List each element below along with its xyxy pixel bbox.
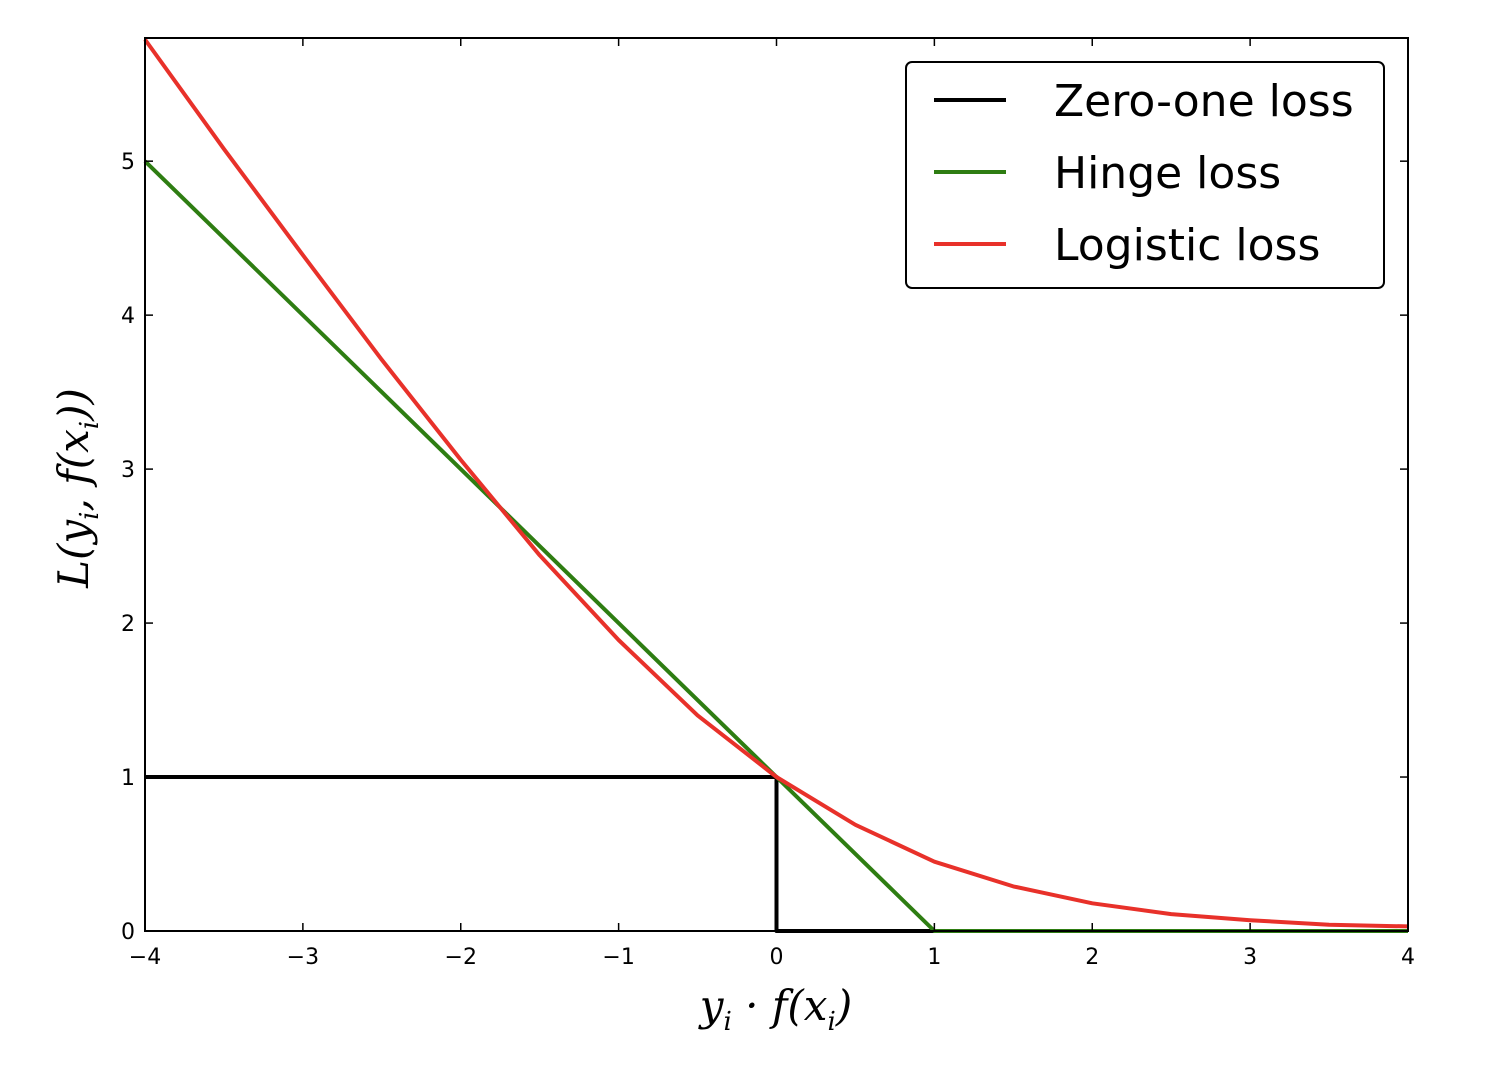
ticks-layer: −4 −3 −2 −1 0 1 2 3 4 0 1 2 3 4 5 — [121, 38, 1415, 970]
legend-box — [905, 61, 1385, 289]
y-tick-label: 3 — [121, 458, 135, 483]
y-tick-label: 0 — [121, 920, 135, 945]
x-tick-label: 0 — [770, 945, 784, 970]
x-tick-label: −4 — [129, 945, 161, 970]
y-tick-label: 4 — [121, 304, 135, 329]
x-tick-label: 1 — [927, 945, 941, 970]
x-axis-label: yi · f(xi) — [698, 981, 852, 1037]
y-tick-label: 1 — [121, 766, 135, 791]
legend: Zero-one loss Hinge loss Logistic loss — [905, 61, 1385, 289]
series-line-logistic-loss — [143, 38, 1409, 929]
x-tick-label: −1 — [602, 945, 634, 970]
x-tick-label: −2 — [445, 945, 477, 970]
y-tick-label: 2 — [121, 612, 135, 637]
series-line-zero-one-loss — [145, 775, 1408, 933]
x-tick-label: 2 — [1085, 945, 1099, 970]
x-tick-label: 4 — [1401, 945, 1415, 970]
x-tick-label: −3 — [287, 945, 319, 970]
legend-label: Logistic loss — [1054, 220, 1320, 271]
legend-label: Hinge loss — [1054, 148, 1281, 199]
x-tick-label: 3 — [1243, 945, 1257, 970]
y-axis-label: L(yi, f(xi)) — [49, 388, 105, 589]
legend-label: Zero-one loss — [1054, 76, 1354, 127]
y-tick-label: 5 — [121, 150, 135, 175]
